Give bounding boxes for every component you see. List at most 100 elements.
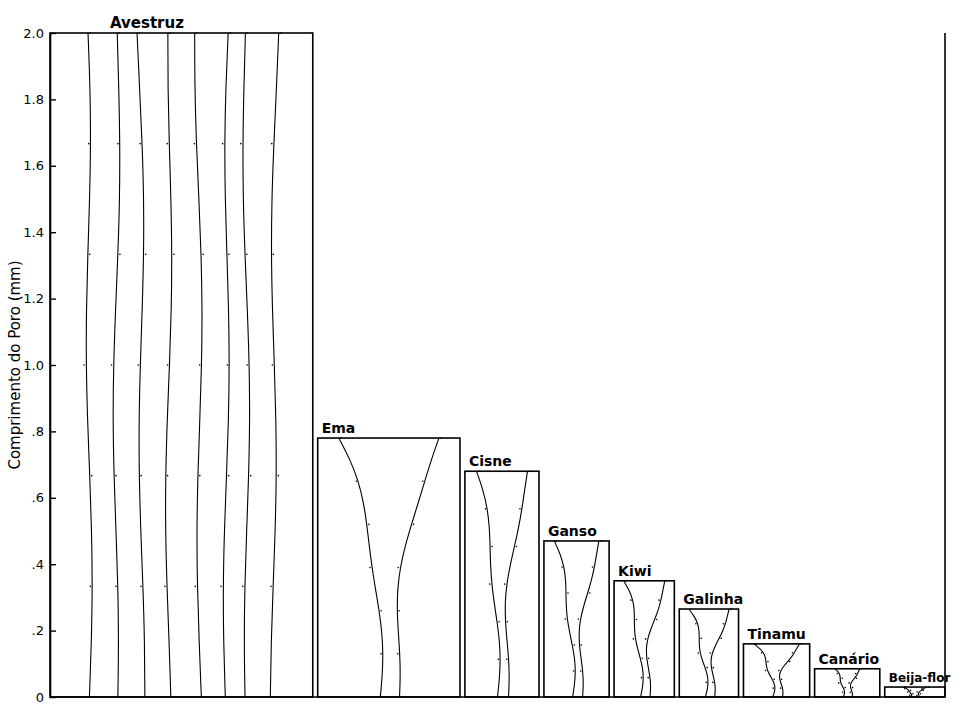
frame-line [944,33,946,697]
stipple [199,475,201,477]
stipple [600,540,602,542]
stipple [861,668,863,670]
stipple [140,475,142,477]
stipple [574,644,576,646]
stipple [849,691,851,693]
stipple [767,661,769,663]
category-label: Avestruz [110,14,184,32]
stipple [478,470,480,472]
stipple [115,475,117,477]
stipple [765,670,767,672]
pore-sketch [850,669,859,697]
y-tick-mark [50,232,56,233]
y-tick-label: .6 [32,490,44,505]
stipple [242,586,244,588]
stipple [194,143,196,145]
stipple [573,670,575,672]
stipple [340,437,342,439]
stipple [516,546,518,548]
stipple [690,608,692,610]
stipple [202,254,204,256]
stipple [413,524,415,526]
category-label: Ganso [548,523,597,539]
y-tick-label: 0 [36,690,44,705]
category-label: Ema [322,420,356,436]
stipple [199,364,201,366]
y-tick-label: 1.8 [23,92,44,107]
bar-group [614,580,674,697]
bar [465,471,539,697]
pore-sketch [137,33,145,697]
stipple [83,364,85,366]
stipple [700,638,702,640]
pore-sketch [195,33,202,697]
stipple [247,32,249,34]
stipple [356,480,358,482]
stipple [564,618,566,620]
stipple [145,254,147,256]
stipple [642,657,644,659]
category-label: Galinha [683,591,743,607]
stipple [278,475,280,477]
stipple [709,652,711,654]
y-tick-mark [50,431,56,432]
stipple [920,693,922,695]
y-axis: 0.2.4.6.81.01.21.41.61.82.0 [23,26,56,705]
bar-group [50,32,313,697]
stipple [368,524,370,526]
pore-sketch [903,687,912,697]
stipple [529,470,531,472]
pore-sketch [223,33,229,697]
stipple [117,143,119,145]
stipple [580,670,582,672]
stipple [271,143,273,145]
stipple [780,687,782,689]
stipple [567,592,569,594]
y-tick-mark [50,166,56,167]
y-tick: 0 [36,690,56,705]
stipple [498,659,500,661]
y-tick: .6 [32,490,56,505]
stipple [240,143,242,145]
stipple [519,508,521,510]
stipple [636,619,638,621]
stipple [592,566,594,568]
bar [50,33,313,697]
stipple [555,540,557,542]
bar [544,541,609,697]
stipple [196,32,198,34]
background [0,0,965,723]
stipple [921,688,923,690]
y-tick-mark [50,298,56,299]
y-tick: .4 [32,557,56,572]
stipple [781,678,783,680]
stipple [173,254,175,256]
stipple [581,644,583,646]
pore-sketch [505,471,527,697]
stipple [228,475,230,477]
plot-area [50,32,945,697]
stipple [90,586,92,588]
y-axis-title: Comprimento do Poro (mm) [6,260,24,469]
bar [679,609,738,697]
stipple [625,580,627,582]
stipple [706,667,708,669]
y-tick-label: .4 [32,557,44,572]
stipple [916,695,918,697]
stipple [561,566,563,568]
stipple [167,475,169,477]
stipple [164,586,166,588]
stipple [270,586,272,588]
stipple [723,623,725,625]
stipple [641,677,643,679]
stipple [229,32,231,34]
stipple [115,586,117,588]
stipple [195,586,197,588]
category-label: Kiwi [618,563,651,579]
stipple [111,364,113,366]
stipple [167,364,169,366]
stipple [656,619,658,621]
stipple [778,670,780,672]
chart: 0.2.4.6.81.01.21.41.61.82.0Comprimento d… [0,0,965,723]
stipple [907,691,909,693]
